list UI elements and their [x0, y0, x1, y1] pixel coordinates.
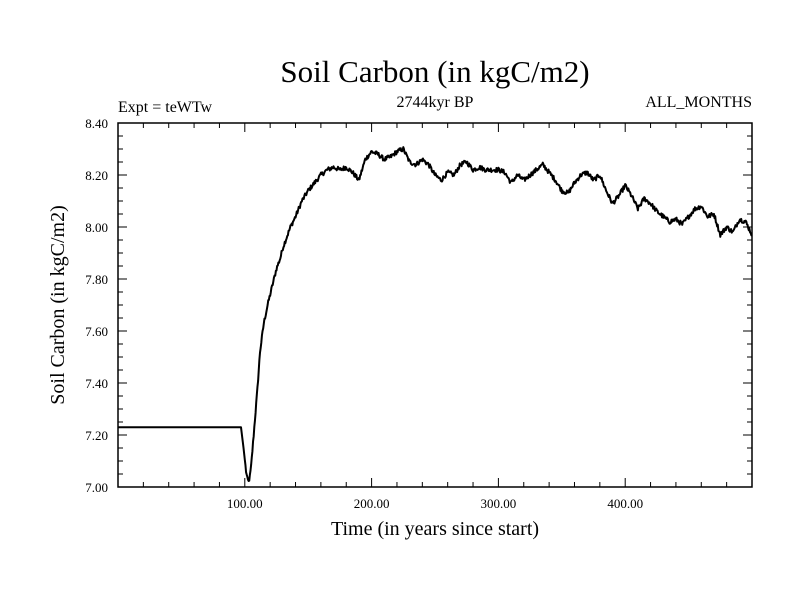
period-label: 2744kyr BP	[397, 94, 474, 111]
y-tick-label: 8.00	[85, 220, 108, 235]
x-tick-label: 200.00	[354, 496, 390, 511]
y-tick-label: 8.20	[85, 168, 108, 183]
y-tick-label: 7.20	[85, 428, 108, 443]
x-tick-label: 100.00	[227, 496, 263, 511]
y-tick-label: 8.40	[85, 116, 108, 131]
x-axis-label: Time (in years since start)	[331, 518, 539, 540]
y-tick-label: 7.80	[85, 272, 108, 287]
x-tick-label: 300.00	[481, 496, 517, 511]
y-tick-label: 7.00	[85, 480, 108, 495]
plot-frame	[117, 122, 753, 488]
axis-ticks: 7.00 7.20 7.40 7.60 7.80 8.00 8.20 8.40 100.00 20…	[85, 116, 752, 511]
plot-series	[117, 146, 753, 482]
experiment-label: Expt = teWTw	[118, 99, 213, 116]
y-axis-label: Soil Carbon (in kgC/m2)	[47, 205, 69, 404]
y-tick-label: 7.40	[85, 376, 108, 391]
soil-carbon-series-line	[117, 146, 753, 482]
y-tick-label: 7.60	[85, 324, 108, 339]
months-label: ALL_MONTHS	[645, 94, 752, 111]
x-tick-label: 400.00	[607, 496, 643, 511]
chart-title: Soil Carbon (in kgC/m2)	[280, 54, 589, 89]
